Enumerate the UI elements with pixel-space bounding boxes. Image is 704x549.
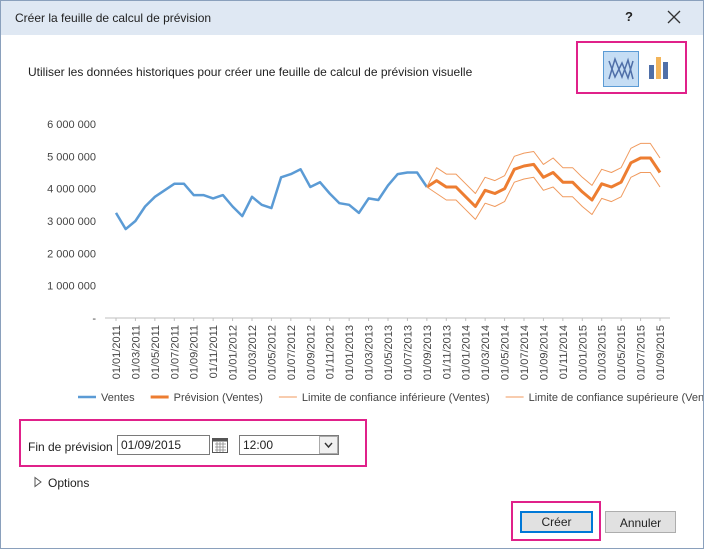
column-chart-button[interactable] <box>649 57 668 79</box>
x-tick-label: 01/09/2012 <box>305 325 317 380</box>
x-tick-label: 01/01/2011 <box>111 325 123 379</box>
x-tick-label: 01/01/2015 <box>577 325 589 380</box>
chart: - 1 000 000 2 000 000 3 000 000 4 000 000 5 0… <box>47 119 703 404</box>
series-line <box>426 156 662 208</box>
x-tick-label: 01/05/2015 <box>616 325 628 380</box>
calendar-button[interactable] <box>211 436 229 454</box>
x-tick-label: 01/09/2011 <box>189 325 201 379</box>
legend-label: Limite de confiance inférieure (Ventes) <box>302 392 490 404</box>
legend-label: Prévision (Ventes) <box>174 392 263 404</box>
x-tick-label: 01/01/2012 <box>228 325 240 380</box>
x-tick-label: 01/01/2014 <box>461 325 473 380</box>
end-label: Fin de prévision <box>28 440 113 454</box>
x-tick-label: 01/05/2011 <box>150 325 162 379</box>
highlight <box>576 41 687 94</box>
x-tick-label: 01/09/2014 <box>538 325 550 380</box>
x-tick-label: 01/05/2012 <box>266 325 278 380</box>
x-tick-label: 01/07/2012 <box>286 325 298 380</box>
y-tick-label: 4 000 000 <box>47 184 96 196</box>
x-tick-label: 01/07/2013 <box>402 325 414 380</box>
x-tick-label: 01/03/2014 <box>480 325 492 380</box>
x-tick-label: 01/11/2013 <box>441 325 453 379</box>
x-tick-label: 01/03/2012 <box>247 325 259 380</box>
legend-label: Ventes <box>101 392 135 404</box>
legend-label: Limite de confiance supérieure (Ventes) <box>529 392 703 404</box>
legend: Ventes Prévision (Ventes) Limite de confia… <box>78 392 703 404</box>
x-tick-label: 01/11/2011 <box>208 325 220 378</box>
highlight <box>19 419 367 467</box>
x-tick-label: 01/01/2013 <box>344 325 356 380</box>
help-button[interactable]: ? <box>625 9 633 24</box>
end-date-input[interactable]: 01/09/2015 <box>117 435 210 455</box>
y-tick-label: 1 000 000 <box>47 281 96 293</box>
x-tick-label: 01/07/2015 <box>636 325 648 380</box>
cancel-button[interactable]: Annuler <box>605 511 676 533</box>
x-tick-label: 01/05/2014 <box>500 325 512 380</box>
series-line <box>426 172 661 220</box>
x-tick-label: 01/11/2012 <box>325 325 337 379</box>
close-button[interactable] <box>667 10 681 24</box>
dialog-title: Créer la feuille de calcul de prévision <box>15 11 212 25</box>
y-tick-label: 5 000 000 <box>47 151 96 163</box>
series-line <box>114 168 428 231</box>
title-bar: Créer la feuille de calcul de prévision … <box>1 1 703 35</box>
x-tick-label: 01/03/2013 <box>364 325 376 380</box>
create-button[interactable]: Créer <box>520 511 593 533</box>
y-tick-label: - <box>92 313 96 325</box>
y-tick-label: 6 000 000 <box>47 119 96 131</box>
x-tick-label: 01/03/2011 <box>130 325 142 379</box>
x-tick-label: 01/11/2014 <box>558 325 570 379</box>
x-tick-label: 01/05/2013 <box>383 325 395 380</box>
description: Utiliser les données historiques pour cr… <box>28 65 473 79</box>
x-tick-label: 01/07/2011 <box>169 325 181 379</box>
y-tick-label: 2 000 000 <box>47 248 96 260</box>
series-line <box>426 142 661 194</box>
options-toggle[interactable] <box>33 476 43 488</box>
end-time-input[interactable]: 12:00 <box>239 435 339 455</box>
options-label[interactable]: Options <box>48 476 90 490</box>
x-tick-label: 01/03/2015 <box>597 325 609 380</box>
time-dropdown[interactable] <box>319 436 338 454</box>
x-tick-label: 01/07/2014 <box>519 325 531 380</box>
highlight <box>511 501 601 541</box>
line-chart-button[interactable] <box>603 51 639 87</box>
y-tick-label: 3 000 000 <box>47 216 96 228</box>
x-tick-label: 01/09/2015 <box>655 325 667 380</box>
chart-type-switch <box>603 51 668 87</box>
x-tick-label: 01/09/2013 <box>422 325 434 380</box>
